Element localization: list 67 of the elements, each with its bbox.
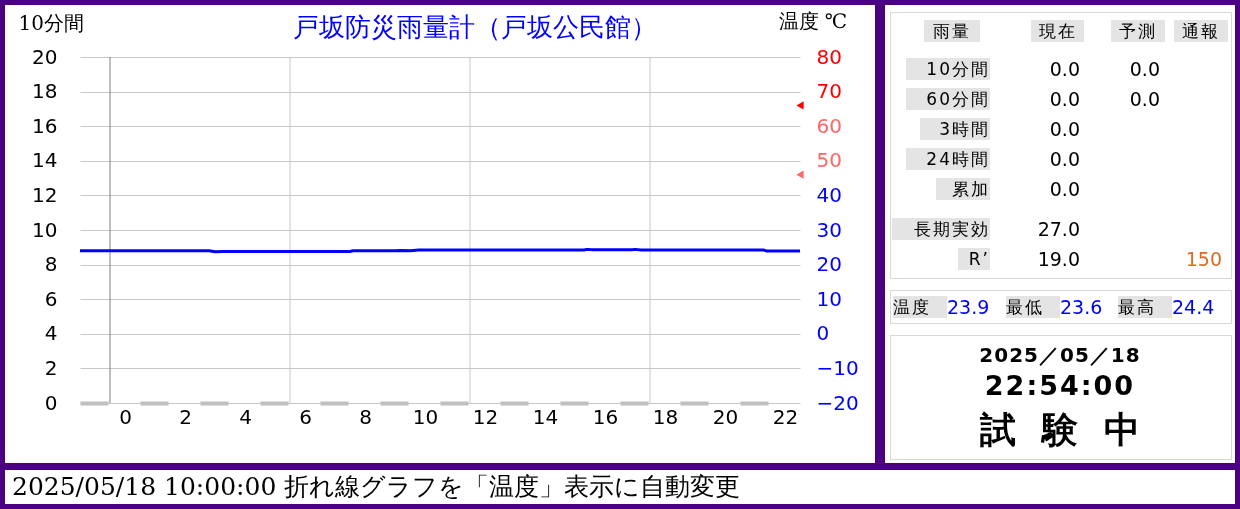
y-tick-label: 18 <box>32 79 58 104</box>
y-tick-label: 8 <box>44 252 58 277</box>
y2-tick-label: 70 <box>816 79 842 104</box>
text: 2025／05／18 <box>978 342 1142 368</box>
text: 27.0 <box>1036 218 1080 240</box>
text: 0.0 <box>1048 148 1080 170</box>
text: 60分間 <box>906 88 990 110</box>
y2-tick-label: 60 <box>816 113 842 138</box>
text: 19.0 <box>1036 248 1080 270</box>
y2-tick-label: −20 <box>816 390 859 415</box>
y-tick-label: 16 <box>32 113 58 138</box>
y-axis-title: 10分間 <box>18 10 84 35</box>
text: 雨量 <box>924 20 980 42</box>
y2-tick-label: 0 <box>816 321 830 346</box>
text: 累加 <box>936 178 990 200</box>
text: 最高 <box>1118 296 1172 318</box>
text: 24.4 <box>1172 296 1216 318</box>
text: 22:54:00 <box>983 370 1137 402</box>
x-tick-label: 18 <box>652 404 679 429</box>
y2-tick-label: 50 <box>816 148 842 173</box>
x-tick-label: 10 <box>412 404 439 429</box>
y-tick-label: 6 <box>44 286 58 311</box>
y-tick-label: 2 <box>44 355 58 380</box>
text: 0.0 <box>1048 58 1080 80</box>
text: 長期実効 <box>892 218 990 240</box>
y2-tick-label: 80 <box>816 44 842 69</box>
x-tick-label: 8 <box>359 404 372 429</box>
y-tick-label: 4 <box>44 321 58 346</box>
x-tick-label: 0 <box>119 404 132 429</box>
text: 0.0 <box>1048 178 1080 200</box>
text: 24時間 <box>906 148 990 170</box>
x-tick-label: 12 <box>472 404 499 429</box>
y-tick-label: 20 <box>32 44 58 69</box>
x-tick-label: 14 <box>532 404 559 429</box>
y2-tick-label: 10 <box>816 286 842 311</box>
y-tick-label: 14 <box>32 148 58 173</box>
text: 試験中 <box>979 408 1167 452</box>
text: 最低 <box>1006 296 1060 318</box>
text: 3時間 <box>920 118 990 140</box>
text: 0.0 <box>1128 88 1160 110</box>
text: 10分間 <box>906 58 990 80</box>
x-tick-label: 6 <box>299 404 312 429</box>
text: 150 <box>1184 248 1222 270</box>
x-tick-label: 22 <box>772 404 799 429</box>
text: R’ <box>958 248 990 270</box>
x-tick-label: 16 <box>592 404 619 429</box>
y2-axis-title: 温度 ℃ <box>778 8 848 33</box>
text: 0.0 <box>1048 118 1080 140</box>
y-tick-label: 10 <box>32 217 58 242</box>
text: 2025/05/18 10:00:00 折れ線グラフを「温度」表示に自動変更 <box>12 471 741 503</box>
y-tick-label: 12 <box>32 182 58 207</box>
chart-title: 戸坂防災雨量計（戸坂公民館） <box>293 12 657 42</box>
text: 23.6 <box>1060 296 1104 318</box>
x-tick-label: 4 <box>239 404 252 429</box>
y2-tick-label: 20 <box>816 252 842 277</box>
y2-tick-label: −10 <box>816 355 859 380</box>
y2-tick-label: 40 <box>816 182 842 207</box>
text: 0.0 <box>1128 58 1160 80</box>
x-tick-label: 20 <box>712 404 739 429</box>
text: 温度 <box>893 296 947 318</box>
x-tick-label: 2 <box>179 404 192 429</box>
y2-tick-label: 30 <box>816 217 842 242</box>
text: 予測 <box>1111 20 1165 42</box>
text: 0.0 <box>1048 88 1080 110</box>
text: 通報 <box>1174 20 1228 42</box>
text: 現在 <box>1031 20 1084 42</box>
text: 23.9 <box>947 296 991 318</box>
